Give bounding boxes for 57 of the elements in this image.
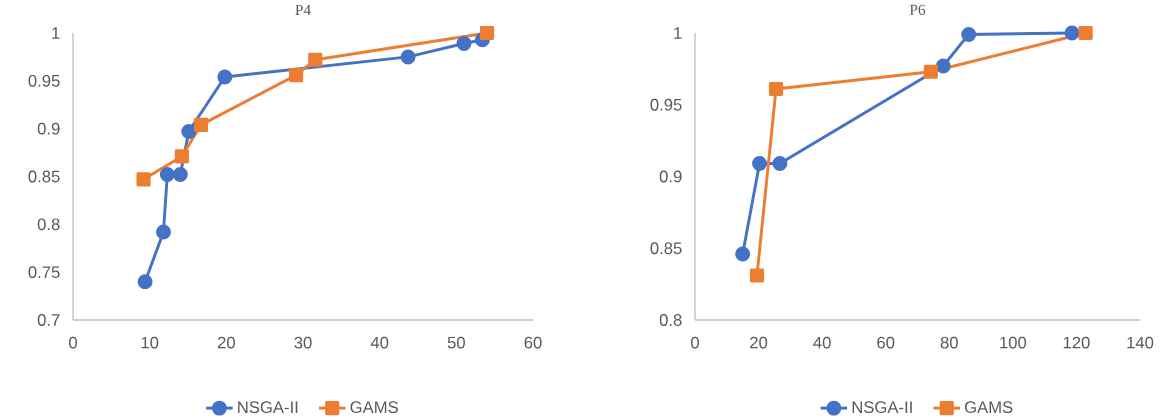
x-tick-label: 30 <box>294 336 312 349</box>
point <box>137 274 153 290</box>
x-tick-label: 60 <box>877 336 895 349</box>
point <box>749 268 765 283</box>
chart-title: P4 <box>295 4 311 15</box>
y-tick-label: 0.85 <box>28 170 60 183</box>
chart-title: P6 <box>909 4 926 15</box>
y-tick-label: 0.8 <box>659 313 682 326</box>
point <box>217 69 233 85</box>
x-tick-label: 80 <box>940 336 958 349</box>
x-tick-label: 120 <box>1063 336 1090 349</box>
point <box>400 49 416 65</box>
y-tick-label: 0.75 <box>28 266 60 278</box>
x-tick-label: 40 <box>370 336 389 349</box>
point <box>156 224 171 240</box>
x-tick-label: 40 <box>813 336 831 349</box>
x-tick-label: 0 <box>691 336 699 349</box>
point <box>768 81 784 96</box>
y-tick-label: 0.9 <box>37 122 60 135</box>
point <box>159 166 175 182</box>
point <box>935 58 951 74</box>
point <box>1078 25 1093 40</box>
x-tick-label: 100 <box>1000 336 1027 349</box>
point <box>923 64 938 79</box>
point <box>1064 25 1080 41</box>
y-tick-label: 0.8 <box>37 218 60 231</box>
point <box>456 35 472 51</box>
point <box>193 117 209 132</box>
legend-label: NSGA-II <box>238 401 298 413</box>
point <box>961 26 977 42</box>
point <box>289 67 304 83</box>
legend-label: NSGA-II <box>852 401 912 413</box>
x-tick-label: 20 <box>217 336 235 349</box>
y-tick-label: 0.7 <box>37 313 60 326</box>
x-tick-label: 50 <box>447 336 465 349</box>
legend-label: GAMS <box>350 401 398 413</box>
point <box>172 166 188 182</box>
x-tick-label: 140 <box>1127 336 1154 349</box>
y-tick-label: 0.9 <box>659 170 682 183</box>
y-tick-label: 1 <box>52 27 60 39</box>
x-tick-label: 10 <box>141 336 159 349</box>
legend-label: GAMS <box>964 401 1013 413</box>
point <box>752 155 767 171</box>
point <box>772 155 788 171</box>
x-tick-label: 60 <box>524 336 542 349</box>
point <box>479 25 495 40</box>
point <box>136 172 151 187</box>
y-tick-label: 0.85 <box>650 242 682 255</box>
point <box>735 246 751 262</box>
y-tick-label: 0.95 <box>28 74 60 87</box>
y-tick-label: 1 <box>674 27 682 39</box>
point <box>181 123 197 139</box>
point <box>308 52 323 67</box>
y-tick-label: 0.95 <box>650 98 682 111</box>
point <box>174 149 189 164</box>
x-tick-label: 0 <box>69 336 77 349</box>
x-tick-label: 20 <box>750 336 768 349</box>
